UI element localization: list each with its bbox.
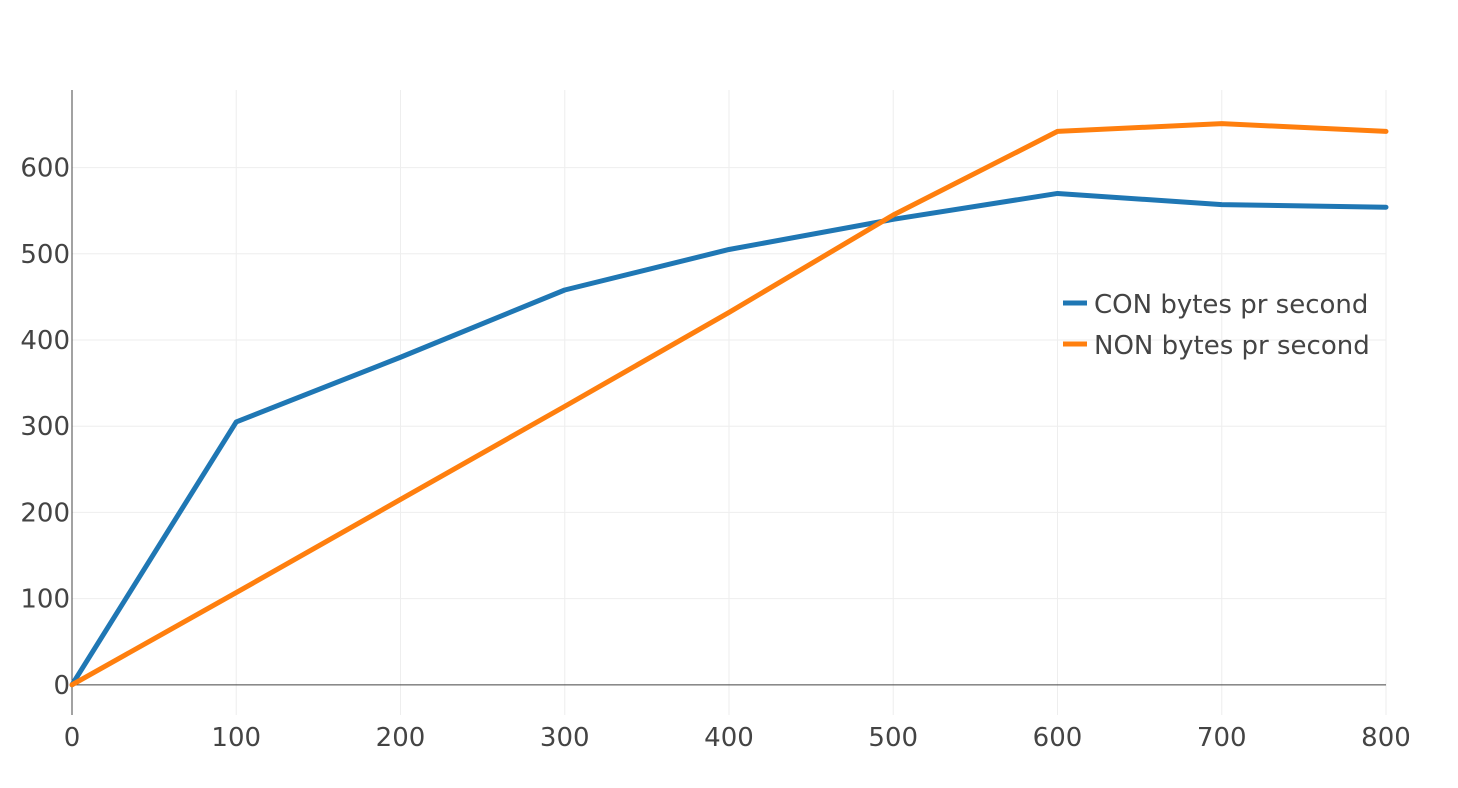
x-tick-label: 800	[1361, 723, 1411, 753]
legend-label-con: CON bytes pr second	[1094, 290, 1368, 320]
axes	[71, 90, 1386, 715]
y-tick-label: 300	[20, 412, 70, 442]
x-tick-label: 0	[64, 723, 81, 753]
grid	[72, 90, 1387, 715]
y-tick-label: 100	[20, 585, 70, 615]
y-tick-label: 0	[53, 671, 70, 701]
series-line-non	[69, 121, 1389, 688]
x-tick-label: 200	[376, 723, 426, 753]
y-tick-label: 500	[20, 240, 70, 270]
x-tick-label: 100	[211, 723, 261, 753]
legend-label-non: NON bytes pr second	[1094, 331, 1370, 361]
y-tick-label: 600	[20, 154, 70, 184]
x-tick-label: 600	[1033, 723, 1083, 753]
x-tick-label: 400	[704, 723, 754, 753]
x-tick-label: 700	[1197, 723, 1247, 753]
y-tick-label: 200	[20, 498, 70, 528]
y-tick-label: 400	[20, 326, 70, 356]
x-tick-label: 300	[540, 723, 590, 753]
legend[interactable]: CON bytes pr second NON bytes pr second	[1063, 290, 1370, 361]
tick-labels: 0 100 200 300 400 500 600 700 800 0 100 200 300 400 50…	[20, 154, 1410, 753]
x-tick-label: 500	[868, 723, 918, 753]
series-lines	[69, 121, 1389, 688]
series-line-con	[69, 190, 1389, 688]
